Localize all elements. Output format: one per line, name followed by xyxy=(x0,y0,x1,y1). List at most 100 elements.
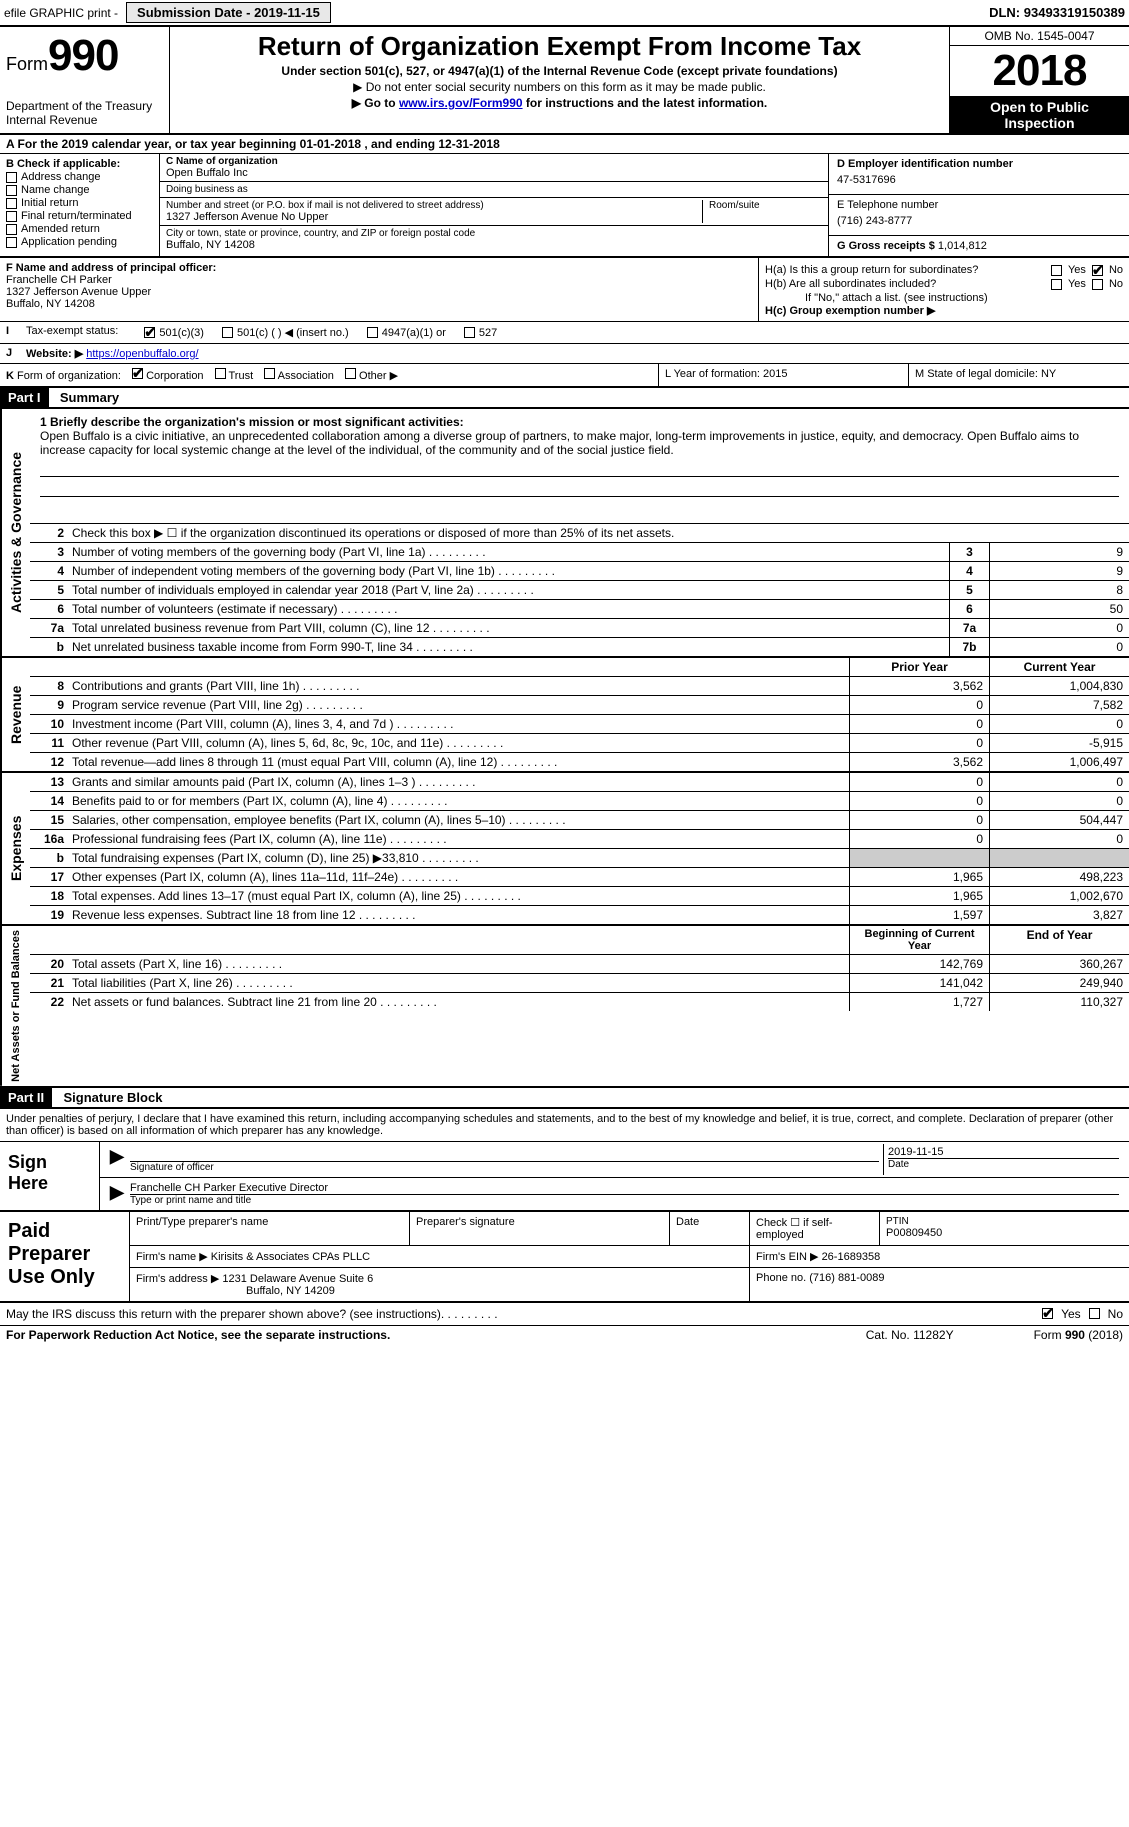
top-bar: efile GRAPHIC print - Submission Date - … xyxy=(0,0,1129,27)
section-netassets: Net Assets or Fund Balances Beginning of… xyxy=(0,926,1129,1088)
footer: For Paperwork Reduction Act Notice, see … xyxy=(0,1326,1129,1344)
checkbox-trust[interactable] xyxy=(215,368,226,379)
table-row: 4Number of independent voting members of… xyxy=(30,562,1129,581)
table-row: 13Grants and similar amounts paid (Part … xyxy=(30,773,1129,792)
officer-name-title: Franchelle CH Parker Executive Director xyxy=(130,1182,1119,1195)
preparer-label: Paid Preparer Use Only xyxy=(0,1212,130,1301)
discuss-row: May the IRS discuss this return with the… xyxy=(0,1303,1129,1326)
open-inspection: Open to Public Inspection xyxy=(950,97,1129,133)
box-d: D Employer identification number 47-5317… xyxy=(829,154,1129,256)
checkbox-ha-no[interactable] xyxy=(1092,265,1103,276)
table-row: bNet unrelated business taxable income f… xyxy=(30,638,1129,656)
dept-label: Department of the Treasury Internal Reve… xyxy=(6,99,163,127)
checkbox-corp[interactable] xyxy=(132,368,143,379)
table-row: 10Investment income (Part VIII, column (… xyxy=(30,715,1129,734)
mission-block: 1 Briefly describe the organization's mi… xyxy=(30,409,1129,524)
header-left: Form990 Department of the Treasury Inter… xyxy=(0,27,170,133)
form-number: Form990 xyxy=(6,31,163,81)
table-row: 15Salaries, other compensation, employee… xyxy=(30,811,1129,830)
firm-name: Kirisits & Associates CPAs PLLC xyxy=(211,1251,370,1263)
header-right: OMB No. 1545-0047 2018 Open to Public In… xyxy=(949,27,1129,133)
table-row: 21Total liabilities (Part X, line 26)141… xyxy=(30,974,1129,993)
note-goto: ▶ Go to www.irs.gov/Form990 for instruct… xyxy=(178,96,941,110)
note-ssn: ▶ Do not enter social security numbers o… xyxy=(178,80,941,94)
omb-number: OMB No. 1545-0047 xyxy=(950,27,1129,46)
arrow-icon: ▶ xyxy=(106,1144,126,1175)
mission-text: Open Buffalo is a civic initiative, an u… xyxy=(40,429,1079,457)
row-k: K Form of organization: Corporation Trus… xyxy=(0,364,1129,388)
table-row: 11Other revenue (Part VIII, column (A), … xyxy=(30,734,1129,753)
vert-expenses: Expenses xyxy=(0,773,30,924)
irs-link[interactable]: www.irs.gov/Form990 xyxy=(399,96,523,110)
table-row: 9Program service revenue (Part VIII, lin… xyxy=(30,696,1129,715)
table-row: 8Contributions and grants (Part VIII, li… xyxy=(30,677,1129,696)
table-row: 12Total revenue—add lines 8 through 11 (… xyxy=(30,753,1129,771)
arrow-icon: ▶ xyxy=(106,1180,126,1208)
phone: (716) 243-8777 xyxy=(837,211,1121,231)
penalty-text: Under penalties of perjury, I declare th… xyxy=(0,1109,1129,1142)
table-row: 22Net assets or fund balances. Subtract … xyxy=(30,993,1129,1011)
checkbox-pending[interactable] xyxy=(6,237,17,248)
checkbox-4947[interactable] xyxy=(367,327,378,338)
checkbox-other[interactable] xyxy=(345,368,356,379)
website-link[interactable]: https://openbuffalo.org/ xyxy=(86,348,198,360)
section-governance: Activities & Governance 1 Briefly descri… xyxy=(0,409,1129,658)
table-row: 17Other expenses (Part IX, column (A), l… xyxy=(30,868,1129,887)
firm-addr1: 1231 Delaware Avenue Suite 6 xyxy=(222,1273,373,1285)
table-row: 6Total number of volunteers (estimate if… xyxy=(30,600,1129,619)
state-domicile: M State of legal domicile: NY xyxy=(909,364,1129,386)
year-formation: L Year of formation: 2015 xyxy=(659,364,909,386)
efile-label: efile GRAPHIC print - xyxy=(4,6,118,20)
checkbox-assoc[interactable] xyxy=(264,368,275,379)
row-j: J Website: ▶ https://openbuffalo.org/ xyxy=(0,344,1129,364)
ptin: P00809450 xyxy=(886,1227,1123,1239)
checkbox-501c[interactable] xyxy=(222,327,233,338)
checkbox-initial[interactable] xyxy=(6,198,17,209)
info-grid: B Check if applicable: Address change Na… xyxy=(0,154,1129,258)
signature-block: Under penalties of perjury, I declare th… xyxy=(0,1109,1129,1212)
section-revenue: Revenue Prior Year Current Year 8Contrib… xyxy=(0,658,1129,773)
vert-governance: Activities & Governance xyxy=(0,409,30,656)
checkbox-501c3[interactable] xyxy=(144,327,155,338)
form-version: Form 990 (2018) xyxy=(1034,1328,1123,1342)
table-row: 3Number of voting members of the governi… xyxy=(30,543,1129,562)
checkbox-discuss-yes[interactable] xyxy=(1042,1308,1053,1319)
sig-date: 2019-11-15 xyxy=(888,1146,1119,1159)
row-fh: F Name and address of principal officer:… xyxy=(0,258,1129,322)
checkbox-527[interactable] xyxy=(464,327,475,338)
box-b: B Check if applicable: Address change Na… xyxy=(0,154,160,256)
city: Buffalo, NY 14208 xyxy=(166,239,822,251)
table-row: 7aTotal unrelated business revenue from … xyxy=(30,619,1129,638)
officer-name: Franchelle CH Parker xyxy=(6,274,112,286)
dln-label: DLN: 93493319150389 xyxy=(989,5,1125,20)
checkbox-discuss-no[interactable] xyxy=(1089,1308,1100,1319)
checkbox-hb-yes[interactable] xyxy=(1051,279,1062,290)
checkbox-ha-yes[interactable] xyxy=(1051,265,1062,276)
header-center: Return of Organization Exempt From Incom… xyxy=(170,27,949,133)
vert-revenue: Revenue xyxy=(0,658,30,771)
form-subtitle: Under section 501(c), 527, or 4947(a)(1)… xyxy=(178,64,941,78)
firm-ein: 26-1689358 xyxy=(822,1251,881,1263)
table-row: bTotal fundraising expenses (Part IX, co… xyxy=(30,849,1129,868)
checkbox-hb-no[interactable] xyxy=(1092,279,1103,290)
submission-date-button[interactable]: Submission Date - 2019-11-15 xyxy=(126,2,331,23)
table-row: 14Benefits paid to or for members (Part … xyxy=(30,792,1129,811)
street: 1327 Jefferson Avenue No Upper xyxy=(166,211,702,223)
vert-netassets: Net Assets or Fund Balances xyxy=(0,926,30,1086)
gross-receipts: 1,014,812 xyxy=(938,240,987,252)
checkbox-amended[interactable] xyxy=(6,224,17,235)
box-c: C Name of organization Open Buffalo Inc … xyxy=(160,154,829,256)
checkbox-name[interactable] xyxy=(6,185,17,196)
checkbox-final[interactable] xyxy=(6,211,17,222)
table-row: 16aProfessional fundraising fees (Part I… xyxy=(30,830,1129,849)
box-f: F Name and address of principal officer:… xyxy=(0,258,759,321)
table-row: 19Revenue less expenses. Subtract line 1… xyxy=(30,906,1129,924)
org-name: Open Buffalo Inc xyxy=(166,167,822,179)
box-h: H(a) Is this a group return for subordin… xyxy=(759,258,1129,321)
row-i: I Tax-exempt status: 501(c)(3) 501(c) ( … xyxy=(0,322,1129,344)
table-row: 20Total assets (Part X, line 16)142,7693… xyxy=(30,955,1129,974)
sign-here-label: Sign Here xyxy=(0,1142,100,1210)
table-row: 5Total number of individuals employed in… xyxy=(30,581,1129,600)
table-row: 18Total expenses. Add lines 13–17 (must … xyxy=(30,887,1129,906)
checkbox-address[interactable] xyxy=(6,172,17,183)
